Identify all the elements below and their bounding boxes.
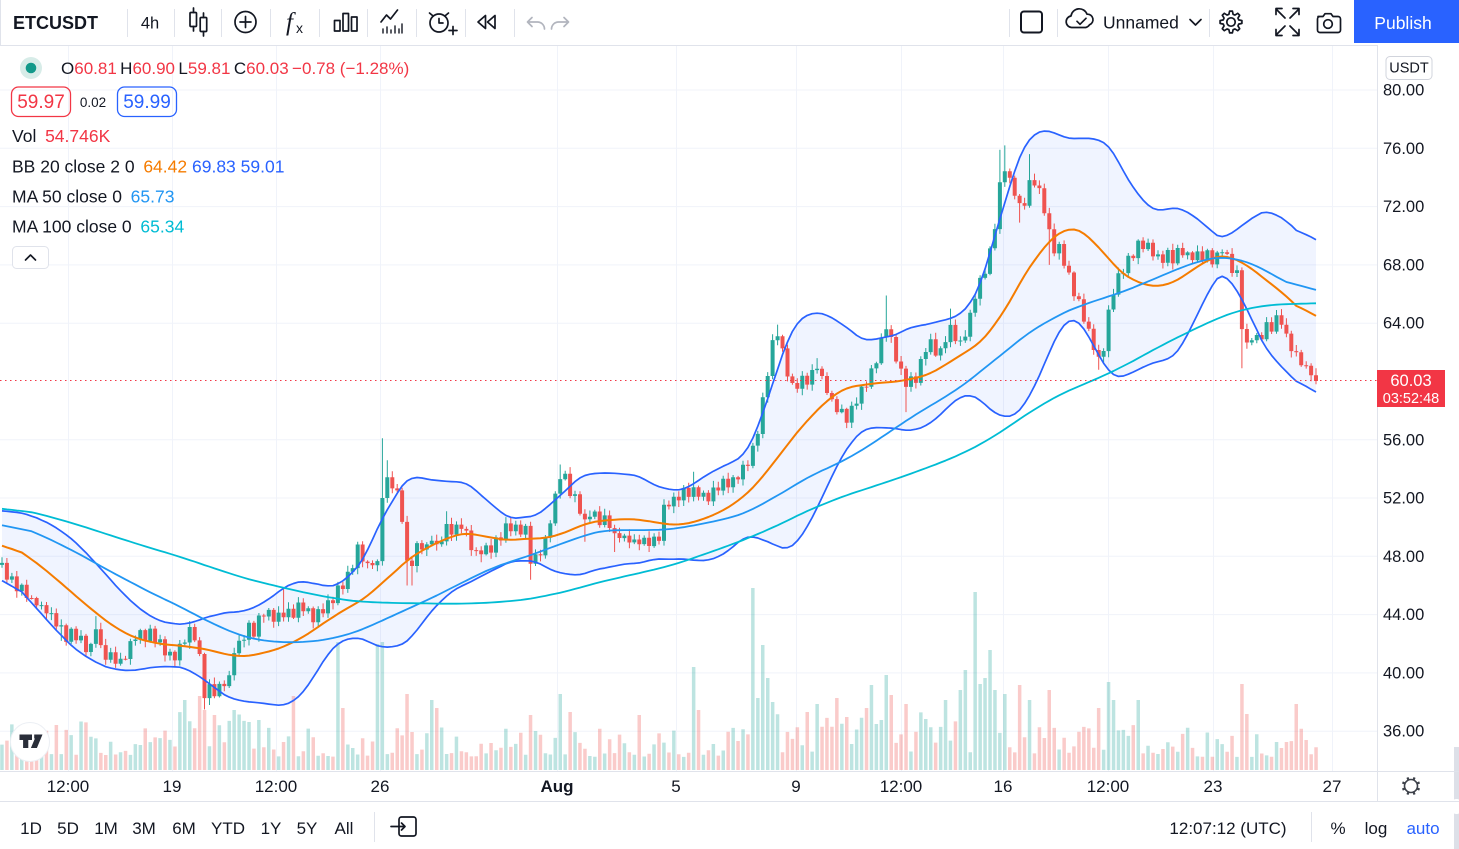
svg-text:O60.81 H60.90 L59.81 C60.03 −0: O60.81 H60.90 L59.81 C60.03 −0.78 (−1.28… bbox=[61, 59, 409, 78]
svg-text:72.00: 72.00 bbox=[1383, 198, 1424, 216]
svg-text:5: 5 bbox=[671, 777, 680, 796]
svg-text:BB 20 close 2 0 64.42 69.83 59: BB 20 close 2 0 64.42 69.83 59.01 bbox=[12, 157, 284, 177]
svg-text:64.00: 64.00 bbox=[1383, 315, 1424, 333]
svg-text:12:07:12 (UTC): 12:07:12 (UTC) bbox=[1169, 819, 1286, 838]
svg-text:auto: auto bbox=[1406, 819, 1439, 838]
svg-text:4h: 4h bbox=[141, 15, 159, 33]
svg-text:48.00: 48.00 bbox=[1383, 548, 1424, 566]
svg-text:1Y: 1Y bbox=[261, 819, 282, 838]
svg-text:03:52:48: 03:52:48 bbox=[1383, 391, 1439, 407]
svg-text:59.99: 59.99 bbox=[123, 92, 171, 113]
svg-text:40.00: 40.00 bbox=[1383, 664, 1424, 682]
svg-text:12:00: 12:00 bbox=[47, 777, 90, 796]
svg-text:Aug: Aug bbox=[540, 777, 573, 796]
svg-text:MA 100 close 0 65.34: MA 100 close 0 65.34 bbox=[12, 217, 184, 237]
svg-text:YTD: YTD bbox=[211, 819, 245, 838]
svg-text:60.03: 60.03 bbox=[1390, 372, 1431, 390]
svg-text:x: x bbox=[296, 20, 303, 36]
svg-text:9: 9 bbox=[791, 777, 800, 796]
svg-text:12:00: 12:00 bbox=[880, 777, 923, 796]
svg-text:12:00: 12:00 bbox=[255, 777, 298, 796]
svg-text:All: All bbox=[335, 819, 354, 838]
svg-text:%: % bbox=[1330, 819, 1345, 838]
svg-text:44.00: 44.00 bbox=[1383, 606, 1424, 624]
svg-text:MA 50 close 0 65.73: MA 50 close 0 65.73 bbox=[12, 187, 174, 207]
svg-text:5Y: 5Y bbox=[297, 819, 318, 838]
svg-text:23: 23 bbox=[1204, 777, 1223, 796]
svg-text:3M: 3M bbox=[132, 819, 156, 838]
svg-text:5D: 5D bbox=[57, 819, 79, 838]
svg-text:1M: 1M bbox=[94, 819, 118, 838]
svg-text:Vol 54.746K: Vol 54.746K bbox=[12, 126, 111, 146]
svg-text:0.02: 0.02 bbox=[80, 95, 106, 110]
svg-text:log: log bbox=[1365, 819, 1388, 838]
svg-text:27: 27 bbox=[1323, 777, 1342, 796]
svg-text:Unnamed: Unnamed bbox=[1103, 13, 1179, 33]
svg-text:ETCUSDT: ETCUSDT bbox=[13, 13, 98, 33]
svg-text:76.00: 76.00 bbox=[1383, 140, 1424, 158]
svg-text:12:00: 12:00 bbox=[1087, 777, 1130, 796]
svg-text:68.00: 68.00 bbox=[1383, 256, 1424, 274]
svg-text:USDT: USDT bbox=[1389, 61, 1429, 77]
svg-text:19: 19 bbox=[163, 777, 182, 796]
svg-text:6M: 6M bbox=[172, 819, 196, 838]
svg-text:Publish: Publish bbox=[1374, 13, 1431, 33]
svg-text:1D: 1D bbox=[20, 819, 42, 838]
svg-text:f: f bbox=[286, 9, 296, 36]
svg-text:59.97: 59.97 bbox=[17, 92, 65, 113]
svg-text:52.00: 52.00 bbox=[1383, 490, 1424, 508]
svg-text:26: 26 bbox=[371, 777, 390, 796]
svg-text:80.00: 80.00 bbox=[1383, 82, 1424, 100]
svg-text:56.00: 56.00 bbox=[1383, 431, 1424, 449]
svg-text:16: 16 bbox=[994, 777, 1013, 796]
svg-text:36.00: 36.00 bbox=[1383, 723, 1424, 741]
